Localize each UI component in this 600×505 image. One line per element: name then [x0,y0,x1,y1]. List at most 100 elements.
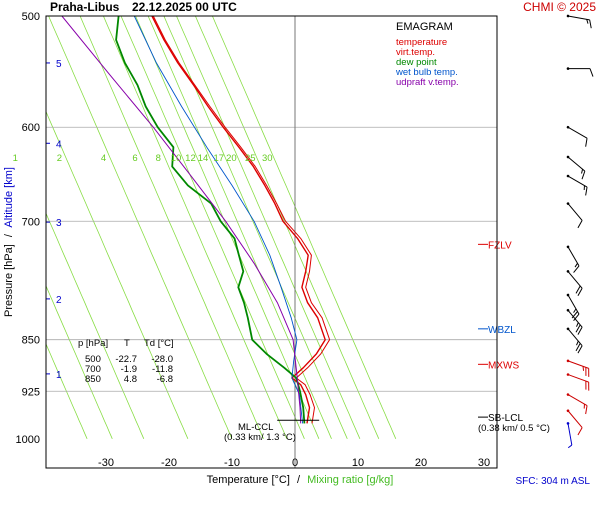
y-axis-label: Pressure [hPa] / Altitude [km] [3,167,15,317]
x-axis-label: Temperature [°C] / Mixing ratio [g/kg] [207,474,394,486]
wind-barb-staff [567,203,583,221]
table-header-p: p [hPa] [78,338,108,349]
table-row-500-t: -22.7 [115,354,137,365]
mixing-ratio-label: 20 [226,153,237,164]
level-label: FZLV [488,240,512,251]
wind-barb [566,67,594,77]
altitude-tick-label: 2 [56,295,62,306]
wind-barb-flag [585,186,588,196]
pressure-tick-label: 1000 [16,434,40,446]
mixing-ratio-label: 17 [214,153,225,164]
temperature-tick-label: 0 [292,457,298,469]
wind-barb-flag [575,324,581,333]
wind-barb [566,245,580,273]
station-name: Praha-Libus [50,0,120,14]
table-row-500-p: 500 [85,354,101,365]
wind-barb-flag [588,382,590,391]
x-axis-label-mix: Mixing ratio [g/kg] [307,474,393,486]
wind-barb [566,393,588,415]
wind-barb-flag [581,170,586,180]
mixing-ratio-line [48,16,233,439]
wind-barb-base [566,125,570,129]
wind-barb-base [566,422,570,425]
sounding-datetime: 22.12.2025 00 UTC [132,0,237,14]
ccl-label: ML-CCL [238,422,273,433]
mixing-ratio-line [120,16,305,439]
series-line [115,16,306,424]
series-line [133,16,304,424]
y-axis-label-altitude: Altitude [km] [3,167,15,228]
wind-barb-flag [573,265,580,273]
wind-barb-half-flag [586,19,589,24]
wind-barb [566,327,583,354]
wind-barb-flag [585,405,588,415]
mixing-ratio-label: 30 [262,153,273,164]
mixing-ratio-line [212,16,397,439]
wind-barb [566,359,590,377]
wind-barb [566,422,573,449]
mixing-ratio-line [163,16,348,439]
wind-barb-half-flag [582,366,585,371]
mixing-ratio-line [147,16,332,439]
altitude-tick-label: 3 [56,218,62,229]
wind-barb-flag [585,138,588,147]
wind-barb-half-flag [581,169,584,174]
wind-barb [566,14,592,29]
wind-barb-staff [567,410,583,428]
temperature-tick-label: 30 [478,457,490,469]
mixing-ratio-label: 4 [101,153,106,164]
legend-updraft: udpraft v.temp. [396,77,459,88]
mixing-ratio-line [46,212,145,439]
wind-barb-staff [567,271,583,289]
wind-barb-half-flag [576,340,579,346]
wind-barb [566,125,588,147]
wind-barb-half-flag [574,263,578,268]
wind-barb-base [566,245,570,249]
wind-barb-base [566,293,570,297]
wind-barb-staff [567,309,583,328]
wind-barb-half-flag [583,185,585,191]
wind-barb-flag [585,367,587,376]
altitude-tick-label: 4 [56,139,62,150]
wind-barb-staff [567,394,588,407]
mixing-ratio-label: 25 [245,153,256,164]
wind-barb-half-flag [567,444,573,449]
level-sublabel: (0.38 km/ 0.5 °C) [478,423,550,434]
wind-barb [566,373,590,391]
wind-barb-base [566,67,570,70]
table-row-850-td: -6.8 [157,374,173,385]
mixing-ratio-line [79,16,264,439]
wind-barb-half-flag [583,404,585,409]
x-axis-label-sep: / [297,474,301,486]
legend-virt-temp: virt.temp. [396,47,435,58]
table-row-850-p: 850 [85,374,101,385]
wind-barb-base [566,373,570,376]
wind-barb-base [566,14,570,18]
series-line [61,16,302,424]
wind-barb-staff [567,294,580,315]
wind-barb-flag [588,368,590,377]
wind-barb-flag [589,19,592,29]
surface-elevation: SFC: 304 m ASL [516,476,591,487]
pressure-tick-label: 700 [22,216,40,228]
pressure-tick-label: 500 [22,11,40,23]
data-table: p [hPa] T Td [°C] 500 -22.7 -28.0 700 -1… [78,338,174,385]
pressure-tick-label: 925 [22,386,40,398]
legend-wet-bulb: wet bulb temp. [395,67,458,78]
wind-barb-flag [573,313,580,322]
copyright: CHMI © 2025 [523,0,596,14]
wind-barb-base [566,393,570,396]
mixing-ratio-label: 1 [13,153,18,164]
temperature-tick-label: -10 [224,457,240,469]
table-row-850-t: 4.8 [124,374,137,385]
wind-barb [566,270,583,296]
wind-barb [566,202,583,229]
table-row-700-t: -1.9 [121,364,137,375]
wind-barb-base [566,409,570,413]
wind-barb-flag [577,345,583,354]
wind-barb-staff [567,423,573,446]
temperature-tick-label: 20 [415,457,427,469]
wind-barb-base [566,174,570,178]
